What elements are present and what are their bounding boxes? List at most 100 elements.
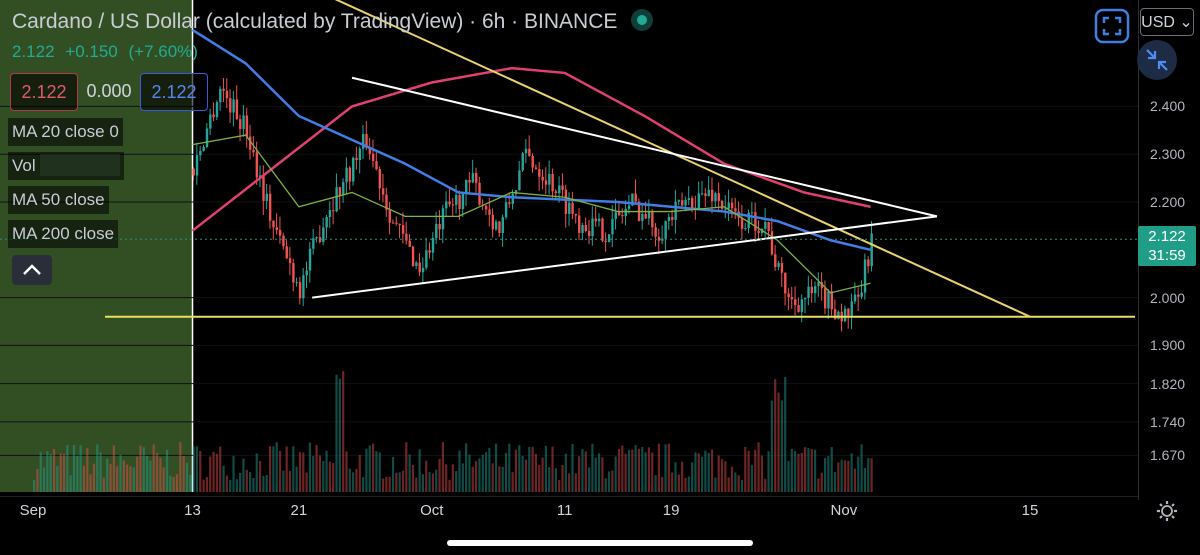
market-status-icon: [631, 9, 654, 31]
volume-bar: [92, 463, 96, 492]
candle-body: [534, 167, 538, 170]
volume-bar: [521, 455, 524, 492]
volume-bar: [471, 466, 474, 492]
volume-bar: [142, 447, 145, 492]
volume-bar: [292, 446, 295, 492]
volume-bar: [700, 456, 704, 492]
volume-bar: [415, 477, 418, 492]
volume-bar: [558, 479, 561, 492]
candle-body: [212, 114, 215, 118]
settings-button[interactable]: [1156, 500, 1178, 527]
candle-body: [571, 202, 574, 214]
volume-bar: [727, 477, 730, 492]
candle-body: [275, 227, 279, 231]
volume-bar: [278, 450, 282, 492]
y-tick-label: 2.000: [1150, 289, 1186, 306]
candle-body: [807, 286, 810, 298]
candle-body: [302, 275, 305, 299]
volume-bar: [671, 472, 674, 492]
symbol-title[interactable]: Cardano / US Dollar (calculated by Tradi…: [12, 9, 654, 34]
candle-body: [853, 294, 857, 302]
candle-body: [378, 169, 382, 189]
volume-bar: [591, 443, 594, 492]
candle-body: [770, 231, 774, 255]
candle-body: [564, 189, 568, 214]
candle-body: [654, 227, 657, 237]
fullscreen-button[interactable]: [1094, 8, 1130, 44]
volume-bar: [96, 444, 99, 492]
candle-body: [332, 210, 335, 212]
indicator-vol[interactable]: Vol: [8, 152, 124, 180]
candle-body: [544, 180, 548, 185]
volume-bar: [458, 450, 461, 492]
candle-body: [385, 194, 388, 210]
candle-body: [800, 299, 804, 312]
currency-select[interactable]: USD ⌄: [1140, 8, 1194, 36]
volume-bar: [627, 449, 631, 492]
indicator-ma20[interactable]: MA 20 close 0: [8, 118, 123, 146]
volume-bar: [770, 400, 773, 492]
candle-body: [860, 292, 863, 297]
indicator-ma50-label: MA 50 close: [12, 190, 105, 209]
candle-body: [730, 202, 734, 209]
volume-bar: [554, 468, 557, 492]
volume-bar: [33, 479, 36, 492]
candle-body: [199, 150, 202, 156]
indicator-ma50[interactable]: MA 50 close: [8, 186, 109, 214]
volume-bar: [66, 444, 69, 492]
volume-bar: [617, 449, 621, 492]
volume-bar: [847, 461, 850, 492]
candle-body: [431, 238, 435, 253]
volume-bar: [465, 443, 468, 492]
volume-bar: [797, 453, 800, 492]
volume-bar: [428, 472, 431, 492]
collapse-legend-button[interactable]: [12, 255, 52, 285]
candle-body: [651, 211, 654, 228]
candle-body: [471, 172, 475, 183]
candle-body: [209, 114, 212, 129]
candle-body: [425, 250, 428, 268]
buy-button[interactable]: 2.122: [140, 73, 208, 111]
candle-body: [611, 218, 614, 235]
candle-body: [857, 294, 860, 297]
volume-bar: [594, 457, 597, 492]
candle-body: [229, 98, 232, 113]
volume-bar: [348, 468, 351, 492]
volume-bar: [305, 472, 308, 492]
candle-body: [371, 153, 375, 162]
volume-bar: [249, 472, 252, 492]
volume-bar: [787, 461, 790, 492]
indicator-ma200[interactable]: MA 200 close: [8, 220, 119, 248]
candle-body: [644, 214, 647, 219]
home-indicator: [447, 540, 753, 546]
x-tick-label: 21: [290, 502, 308, 519]
candle-body: [315, 237, 318, 239]
candle-body: [813, 286, 817, 294]
candle-body: [272, 220, 275, 228]
candle-body: [239, 119, 242, 130]
exit-fullscreen-button[interactable]: [1137, 40, 1177, 80]
candle-body: [714, 193, 717, 202]
volume-bar: [850, 453, 853, 492]
volume-bar: [704, 450, 707, 492]
volume-bar: [528, 446, 531, 492]
volume-bar: [624, 453, 627, 492]
last-price: 2.122: [12, 42, 55, 61]
volume-bar: [813, 449, 817, 492]
volume-bar: [807, 447, 810, 492]
time-axis[interactable]: [0, 496, 1138, 497]
volume-bar: [212, 451, 215, 492]
sell-button[interactable]: 2.122: [10, 73, 78, 111]
volume-bar: [352, 472, 355, 492]
candle-body: [438, 224, 441, 230]
candle-body: [262, 175, 265, 201]
volume-bar: [425, 460, 428, 492]
volume-bar: [501, 466, 504, 492]
candle-body: [375, 161, 378, 170]
candle-body: [342, 182, 345, 196]
candle-body: [355, 157, 358, 161]
volume-bar: [298, 452, 302, 492]
candle-body: [863, 259, 867, 293]
candle-body: [574, 213, 578, 216]
candle-body: [465, 179, 468, 193]
